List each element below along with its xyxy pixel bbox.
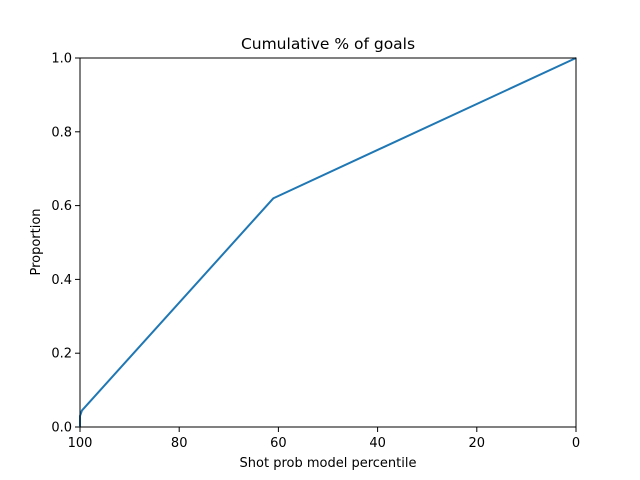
chart-title: Cumulative % of goals <box>241 35 415 53</box>
x-tick-label: 80 <box>171 436 188 451</box>
x-axis-label: Shot prob model percentile <box>240 456 417 471</box>
x-tick-label: 100 <box>68 436 93 451</box>
data-line <box>79 57 577 427</box>
x-tick-label: 0 <box>572 436 580 451</box>
y-tick-label: 0.0 <box>51 421 72 436</box>
plot-frame <box>79 57 577 428</box>
y-tick-label: 0.4 <box>51 273 72 288</box>
x-tick-label: 20 <box>469 436 486 451</box>
y-tick-label: 1.0 <box>51 52 72 67</box>
y-tick-label: 0.2 <box>51 347 72 362</box>
y-axis-label: Proportion <box>29 208 44 275</box>
y-tick-label: 0.6 <box>51 199 72 214</box>
y-tick-label: 0.8 <box>51 125 72 140</box>
x-tick-label: 60 <box>270 436 287 451</box>
x-tick-label: 40 <box>369 436 386 451</box>
